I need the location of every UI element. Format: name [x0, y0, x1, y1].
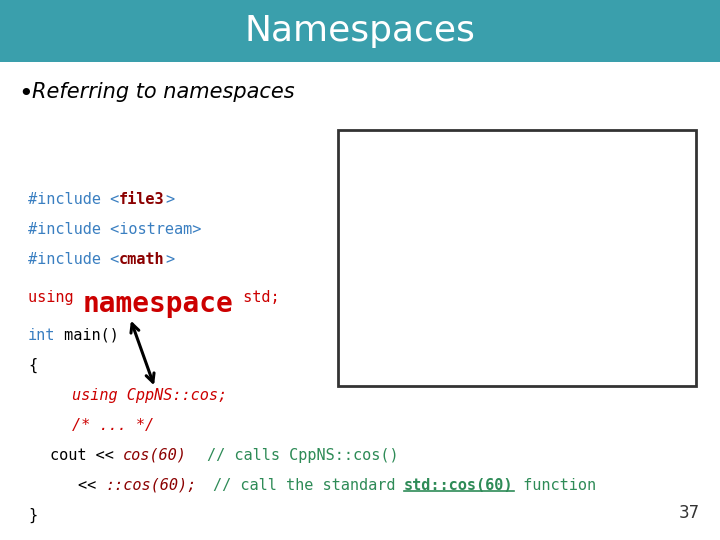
Text: argInDegrees): argInDegrees): [525, 294, 653, 309]
Text: Referring to namespaces: Referring to namespaces: [32, 82, 294, 102]
Text: namespace: namespace: [350, 174, 441, 189]
Text: int: int: [28, 328, 55, 343]
Text: CppNS: CppNS: [441, 174, 487, 189]
Text: argInDegrees): argInDegrees): [525, 234, 653, 249]
Text: cos(60): cos(60): [123, 448, 187, 463]
Text: >: >: [165, 252, 174, 267]
Text: std::cos(60): std::cos(60): [404, 478, 514, 493]
Text: cos(: cos(: [425, 234, 470, 249]
Text: // same as file3.ccp: // same as file3.ccp: [350, 144, 533, 160]
Text: main(): main(): [55, 328, 120, 343]
Text: #include <: #include <: [28, 252, 120, 267]
Bar: [338, 130, 696, 386]
Text: using CppNS::cos;: using CppNS::cos;: [72, 388, 227, 403]
Text: cout <<: cout <<: [50, 448, 123, 463]
Text: namespace: namespace: [83, 290, 233, 318]
Text: }: }: [350, 354, 359, 369]
Text: >: >: [165, 192, 174, 207]
Text: #include <iostream>: #include <iostream>: [28, 222, 202, 237]
Text: std;: std;: [233, 290, 279, 305]
Text: <<: <<: [78, 478, 105, 493]
Text: double: double: [470, 234, 525, 249]
Text: 37: 37: [679, 504, 700, 522]
Text: double: double: [370, 294, 425, 309]
Text: function: function: [514, 478, 596, 493]
Text: sin(: sin(: [425, 294, 470, 309]
Bar: [0, 0, 720, 62]
Text: // call the standard: // call the standard: [212, 478, 404, 493]
Text: // calls CppNS::cos(): // calls CppNS::cos(): [207, 448, 398, 463]
Text: cmath: cmath: [120, 252, 165, 267]
Text: ::cos(60);: ::cos(60);: [105, 478, 197, 493]
Text: using: using: [28, 290, 83, 305]
Text: #include <: #include <: [28, 192, 120, 207]
Text: file3: file3: [120, 192, 165, 207]
Text: { ... }: { ... }: [370, 324, 434, 339]
Text: Namespaces: Namespaces: [245, 14, 475, 48]
Text: {: {: [28, 358, 37, 373]
Text: {: {: [350, 204, 359, 219]
Text: •: •: [18, 82, 32, 106]
Text: double: double: [370, 234, 425, 249]
Text: }: }: [28, 508, 37, 523]
Text: /* ... */: /* ... */: [72, 418, 154, 433]
Text: { ... }: { ... }: [370, 264, 434, 279]
Text: double: double: [470, 294, 525, 309]
